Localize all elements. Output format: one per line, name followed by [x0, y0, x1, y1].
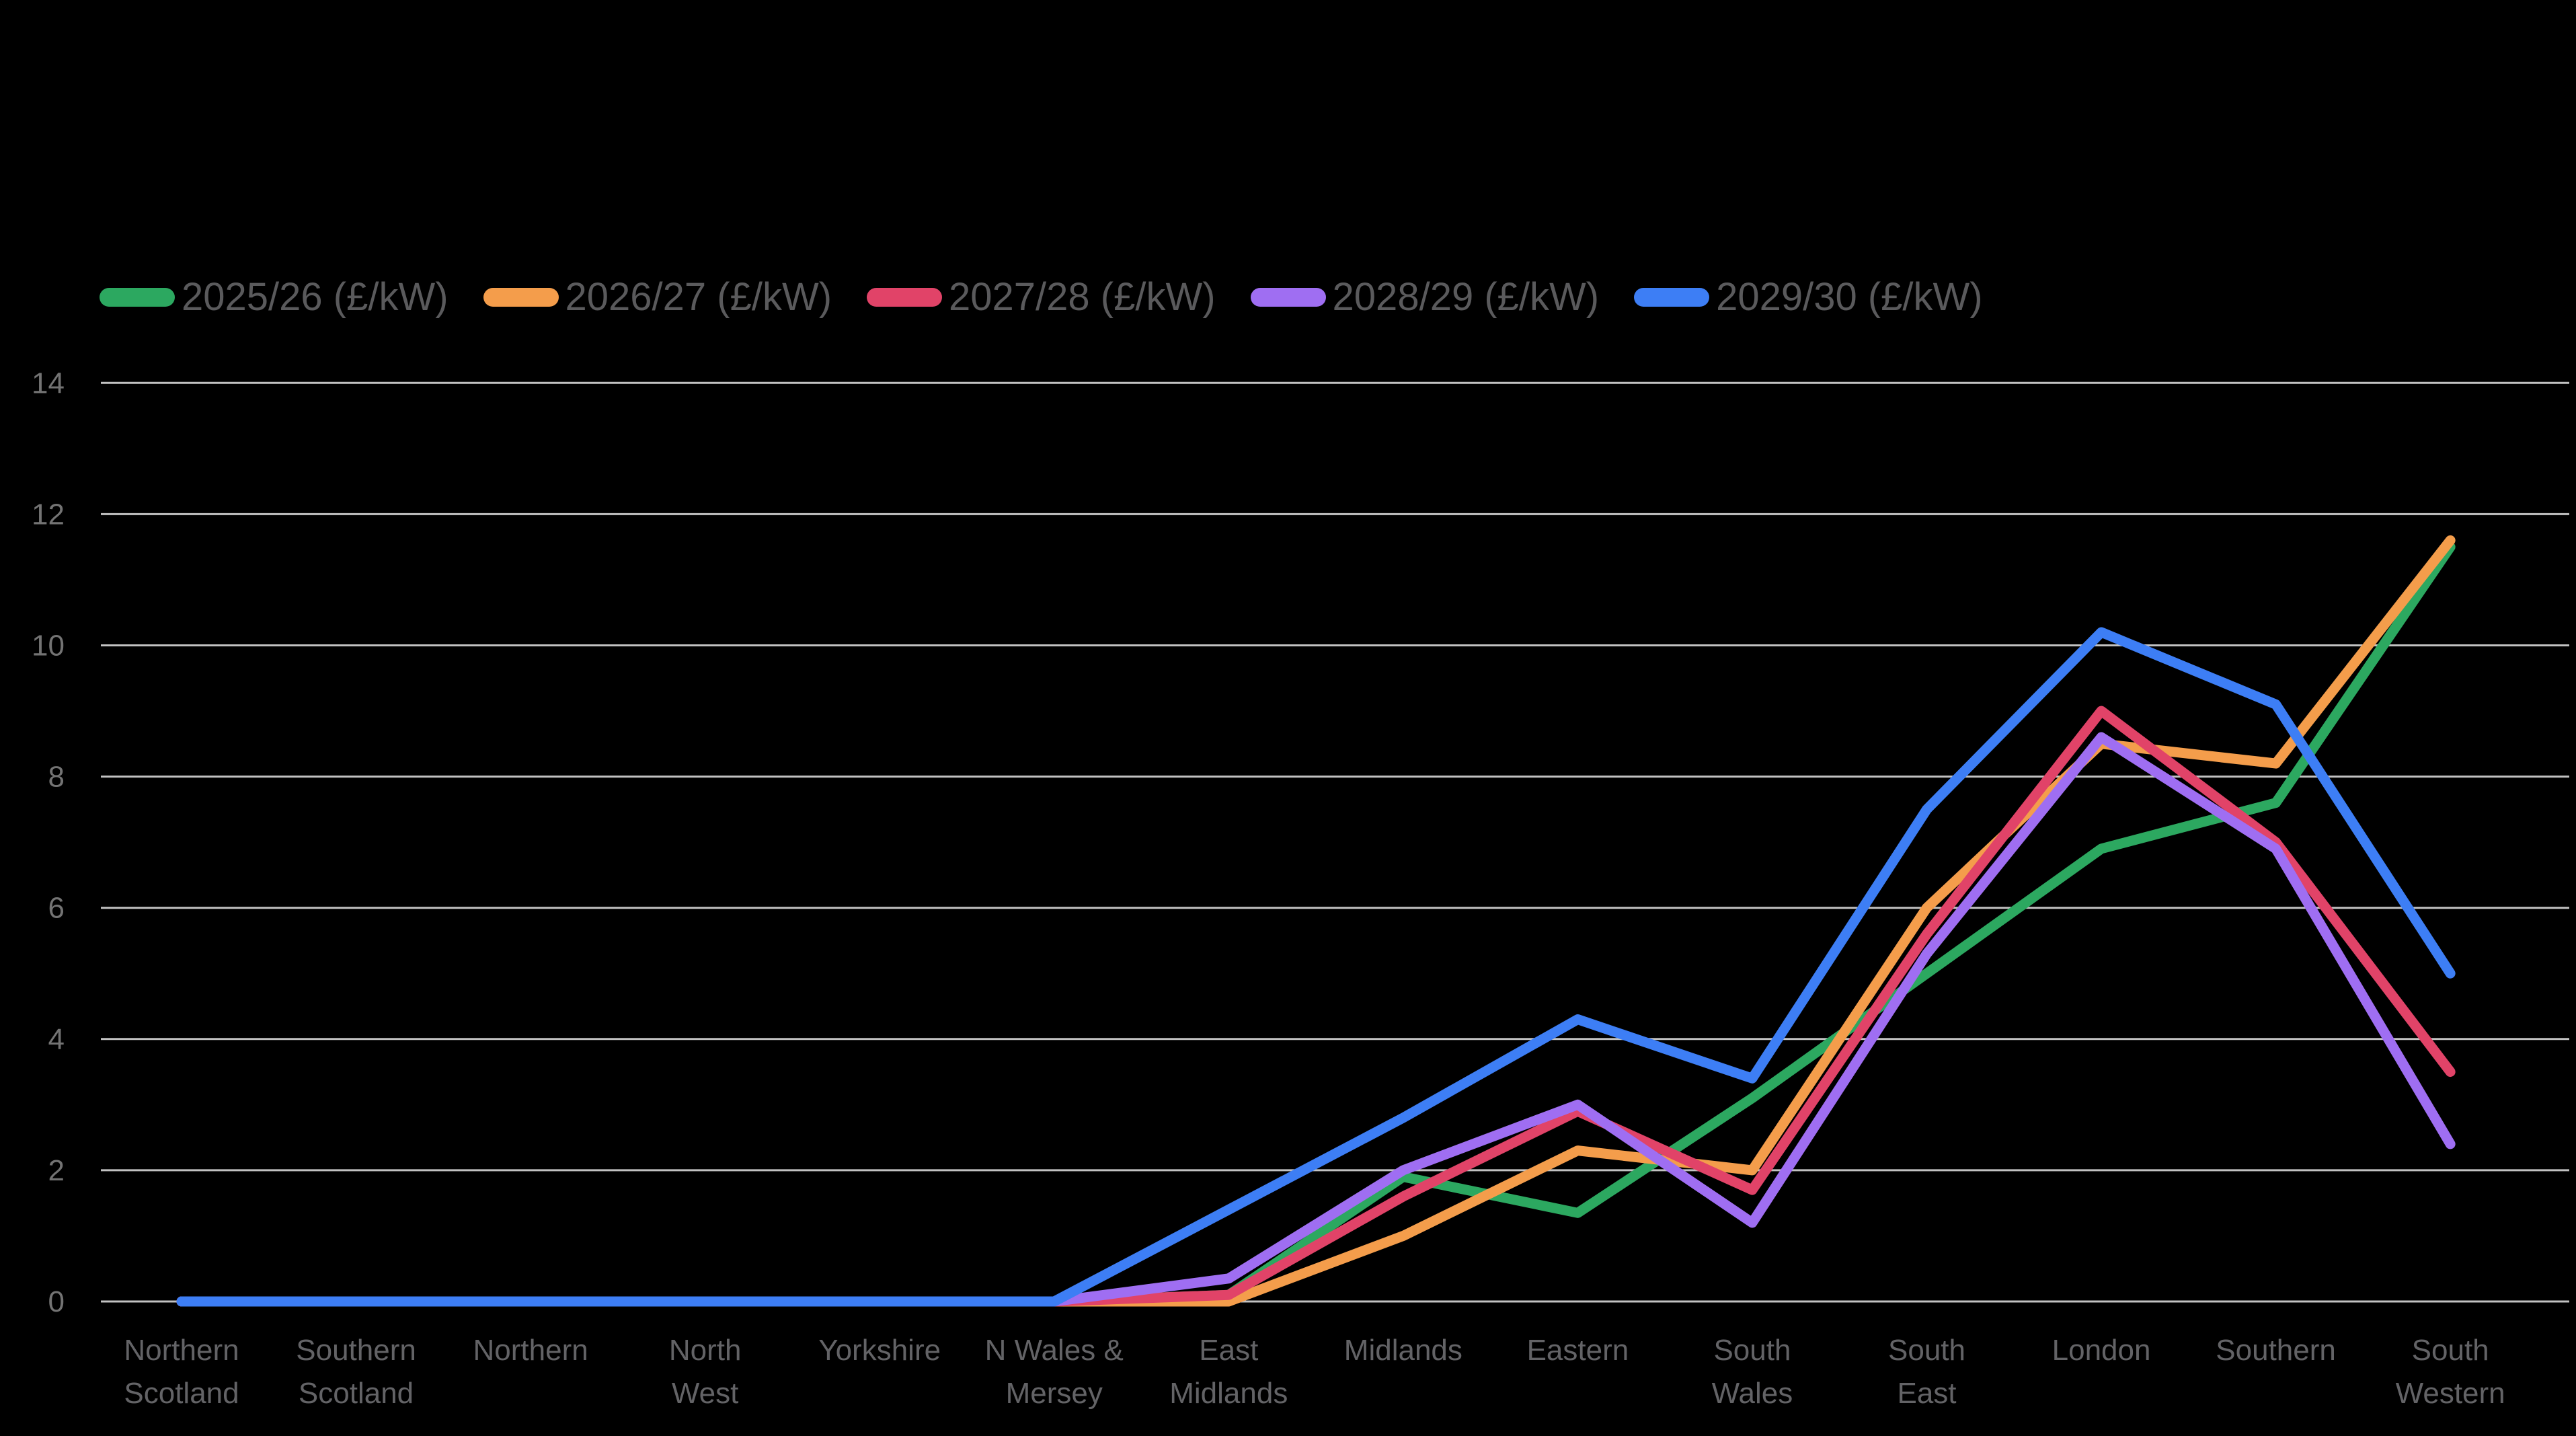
legend-item-2025-26[interactable]: 2025/26 (£/kW): [100, 274, 448, 319]
x-axis-label: Midlands: [1344, 1334, 1462, 1367]
x-axis-label: Midlands: [1169, 1377, 1288, 1410]
legend-item-2028-29[interactable]: 2028/29 (£/kW): [1250, 274, 1600, 319]
x-axis-label: Southern: [2216, 1334, 2336, 1367]
y-axis-tick-label: 4: [48, 1023, 65, 1056]
legend-swatch-icon: [1634, 287, 1710, 307]
x-axis-label: Yorkshire: [818, 1334, 941, 1367]
y-axis-tick-label: 12: [32, 498, 65, 531]
legend-label: 2029/30 (£/kW): [1716, 275, 1983, 319]
series-line-2026-27: [176, 535, 2456, 1307]
y-axis-tick-label: 10: [32, 630, 65, 663]
y-axis-tick-label: 2: [48, 1154, 65, 1187]
x-axis-label: Mersey: [1006, 1377, 1103, 1410]
x-axis-label: West: [672, 1377, 738, 1410]
x-axis-label: South: [1713, 1334, 1791, 1367]
legend-label: 2026/27 (£/kW): [565, 275, 832, 319]
legend-swatch-icon: [100, 287, 175, 307]
series-line-2028-29: [176, 732, 2456, 1307]
legend-item-2026-27[interactable]: 2026/27 (£/kW): [483, 274, 832, 319]
x-axis-label: Northern: [473, 1334, 588, 1367]
legend-label: 2025/26 (£/kW): [182, 275, 448, 319]
x-axis-label: Western: [2396, 1377, 2505, 1410]
legend-swatch-icon: [1250, 287, 1326, 307]
legend-item-2027-28[interactable]: 2027/28 (£/kW): [867, 274, 1216, 319]
x-axis-label: Southern: [296, 1334, 416, 1367]
legend-swatch-icon: [867, 287, 943, 307]
series-line-2027-28: [176, 706, 2456, 1307]
y-axis-tick-label: 14: [32, 367, 65, 400]
legend-swatch-icon: [483, 287, 559, 307]
x-axis-label: Scotland: [299, 1377, 414, 1410]
chart-legend: 2025/26 (£/kW) 2026/27 (£/kW) 2027/28 (£/k…: [100, 274, 1983, 319]
x-axis-label: East: [1897, 1377, 1956, 1410]
legend-item-2029-30[interactable]: 2029/30 (£/kW): [1634, 274, 1983, 319]
series-line-2025-26: [176, 541, 2456, 1307]
x-axis-label: Scotland: [124, 1377, 239, 1410]
y-axis-tick-label: 0: [48, 1285, 65, 1318]
x-axis-label: N Wales &: [985, 1334, 1124, 1367]
y-axis-tick-label: 6: [48, 892, 65, 925]
x-axis-label: Eastern: [1527, 1334, 1629, 1367]
x-axis-label: Wales: [1712, 1377, 1793, 1410]
x-axis-label: South: [2412, 1334, 2489, 1367]
x-axis-label: London: [2052, 1334, 2151, 1367]
x-axis-label: South: [1888, 1334, 1965, 1367]
x-axis-label: East: [1199, 1334, 1258, 1367]
series-line-2029-30: [176, 627, 2456, 1307]
legend-label: 2028/29 (£/kW): [1332, 275, 1600, 319]
y-axis-tick-label: 8: [48, 761, 65, 794]
legend-label: 2027/28 (£/kW): [949, 275, 1216, 319]
x-axis-label: Northern: [124, 1334, 239, 1367]
x-axis-label: North: [669, 1334, 742, 1367]
